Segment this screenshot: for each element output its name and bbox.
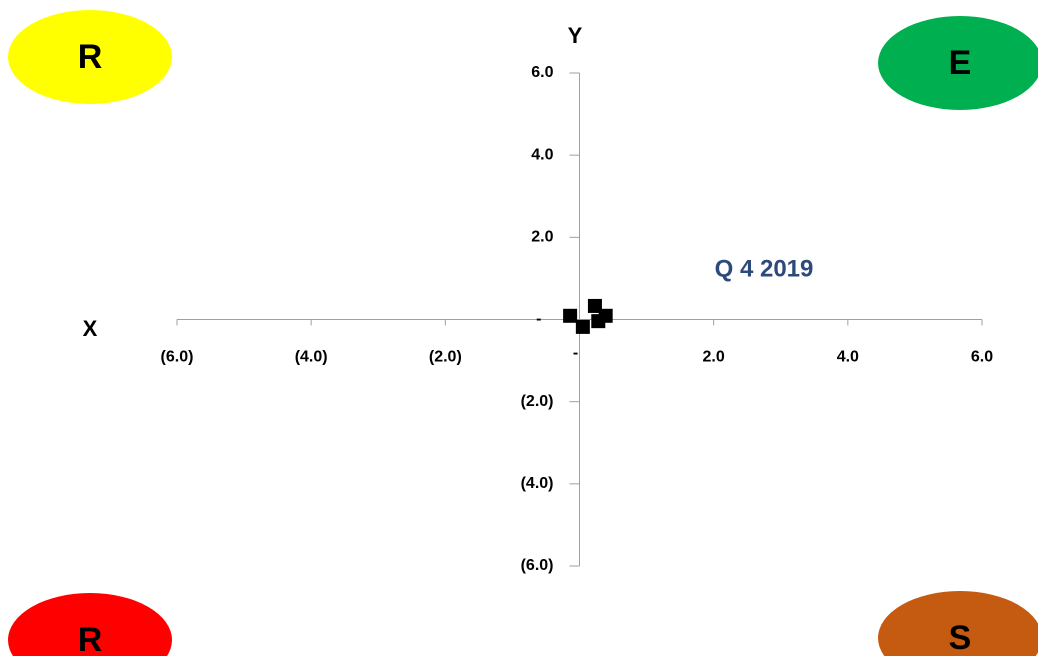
y-tick-label: (6.0) — [521, 557, 554, 574]
annotation: Q 4 2019 — [715, 255, 814, 282]
quadrant-label: E — [949, 44, 972, 82]
point — [563, 308, 578, 323]
y-tick-label: 4.0 — [531, 146, 553, 163]
point — [587, 298, 602, 313]
x-tick-label: - — [573, 345, 578, 362]
quadrant-badge — [8, 593, 172, 656]
y-axis-label: Y — [568, 23, 583, 48]
y-tick-label: 6.0 — [531, 64, 553, 81]
y-tick-label: (4.0) — [521, 475, 554, 492]
point — [598, 308, 613, 323]
quadrant-label: S — [949, 619, 972, 656]
x-tick-label: (6.0) — [161, 349, 194, 366]
x-axis-label: X — [83, 316, 98, 341]
y-tick-label: (2.0) — [521, 393, 554, 410]
quadrant-label: R — [78, 38, 103, 76]
y-tick-label: 2.0 — [531, 229, 553, 246]
quadrant-badge — [8, 10, 172, 104]
quadrant-label: R — [78, 621, 103, 656]
x-tick-label: (4.0) — [295, 349, 328, 366]
quadrant-badge — [878, 16, 1038, 110]
y-tick-label: - — [536, 311, 541, 328]
x-tick-label: 4.0 — [837, 349, 859, 366]
x-tick-label: (2.0) — [429, 349, 462, 366]
x-tick-label: 2.0 — [703, 349, 725, 366]
x-tick-label: 6.0 — [971, 349, 993, 366]
point — [575, 319, 590, 334]
quadrant-badge — [878, 591, 1038, 656]
